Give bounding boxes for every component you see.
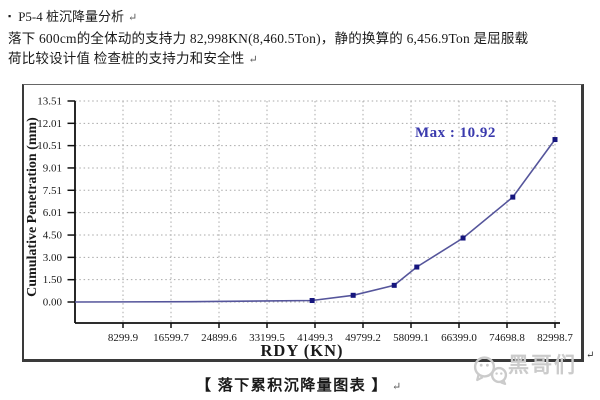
figure-caption: 【 落下累积沉降量图表 】 ↵ [196, 374, 403, 395]
x-tick-label: 24899.6 [201, 332, 237, 344]
body-paragraph-line1: 落下 600cm的全体动的支持力 82,998KN(8,460.5Ton)，静的… [8, 31, 529, 46]
x-tick-label: 82998.7 [537, 332, 573, 344]
x-tick-label: 49799.2 [345, 332, 381, 344]
data-point-marker [391, 282, 397, 288]
data-point-marker [309, 298, 315, 304]
x-tick-label: 16599.7 [153, 332, 189, 344]
return-mark-icon: ↵ [128, 12, 138, 24]
wechat-icon [473, 356, 508, 385]
y-axis-label: Cumulative Penetration (mm) [25, 117, 40, 297]
data-point-marker [414, 264, 420, 270]
x-tick-label: 66399.0 [441, 332, 477, 344]
data-point-marker [552, 137, 558, 143]
y-tick-label: 12.01 [37, 118, 62, 130]
section-heading-text: P5-4 桩沉降量分析 [18, 9, 125, 24]
x-tick-label: 41499.3 [297, 332, 333, 344]
y-tick-label: 10.51 [37, 140, 62, 152]
y-tick-label: 1.50 [43, 274, 63, 286]
y-tick-label: 0.00 [43, 297, 63, 309]
x-tick-label: 33199.5 [249, 332, 285, 344]
y-tick-label: 6.01 [43, 207, 62, 219]
return-mark-icon: ↵ [392, 381, 403, 393]
y-tick-label: 13.51 [37, 96, 62, 108]
y-tick-label: 9.01 [43, 162, 62, 174]
object-anchor-return-mark: ↵ [586, 350, 595, 361]
y-tick-label: 4.50 [43, 230, 63, 242]
max-annotation: Max : 10.92 [415, 125, 496, 141]
x-tick-label: 8299.9 [108, 332, 139, 344]
watermark-text: 黑哥们 [508, 353, 577, 377]
x-tick-label: 58099.1 [393, 332, 429, 344]
bullet-icon: ▪ [8, 11, 12, 21]
y-tick-label: 3.00 [43, 252, 63, 264]
section-heading: ▪ P5-4 桩沉降量分析 ↵ [8, 6, 137, 25]
return-mark-icon: ↵ [248, 54, 258, 66]
figure-caption-text: 【 落下累积沉降量图表 】 [196, 378, 389, 394]
penetration-chart: 0.00 1.50 3.00 4.50 6.01 7.51 9.01 10.51 12.01 13… [25, 96, 573, 360]
body-paragraph-line2-text: 荷比较设计值 检查桩的支持力和安全性 [8, 51, 245, 66]
body-paragraph-line2: 荷比较设计值 检查桩的支持力和安全性 ↵ [8, 47, 258, 67]
data-point-marker [460, 235, 466, 241]
y-tick-label: 7.51 [43, 185, 62, 197]
x-axis-label: RDY (KN) [261, 341, 344, 359]
data-point-marker [350, 292, 356, 298]
chart-frame: 0.00 1.50 3.00 4.50 6.01 7.51 9.01 10.51 12.01 13… [22, 84, 584, 362]
data-point-marker [510, 194, 516, 200]
watermark: 黑哥们 [472, 352, 577, 386]
x-tick-label: 74698.8 [489, 332, 525, 344]
